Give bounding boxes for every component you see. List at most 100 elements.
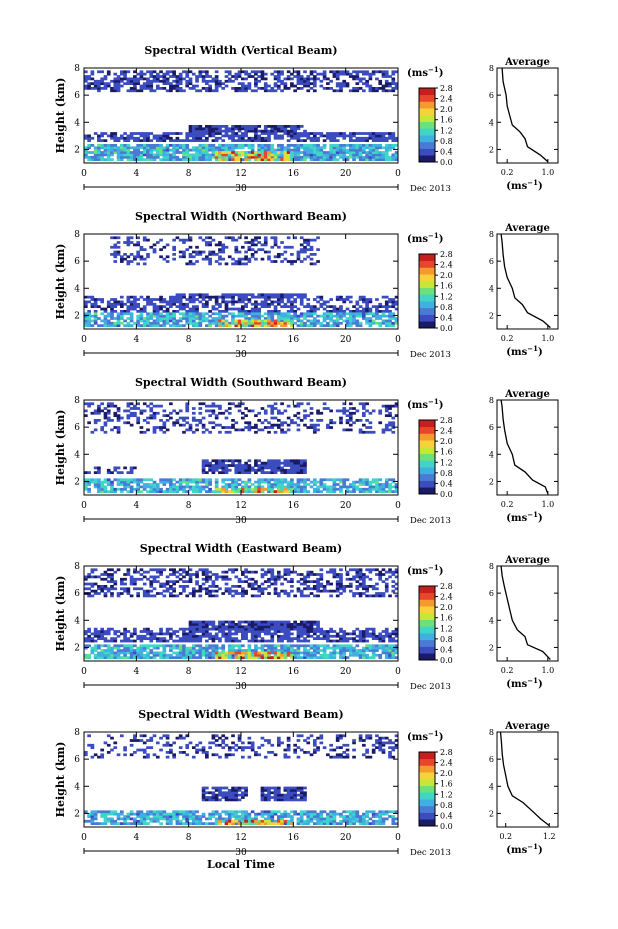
heatmap-cell [201, 570, 206, 574]
heatmap-cell [296, 136, 301, 140]
heatmap-cell [348, 585, 353, 588]
heatmap-cell [116, 324, 121, 328]
heatmap-cell [139, 478, 144, 482]
heatmap-cell [119, 134, 124, 138]
heatmap-cell [123, 483, 127, 486]
heatmap-cell [273, 478, 278, 482]
y-tick-label: 6 [74, 423, 80, 433]
heatmap-cell [362, 151, 366, 154]
heatmap-cell [129, 305, 134, 309]
heatmap-cell [362, 580, 366, 584]
heatmap-cell [326, 589, 330, 593]
heatmap-cell [329, 312, 333, 316]
heatmap-cell [290, 310, 294, 313]
colorbar-tick-label: 2.0 [440, 105, 453, 114]
heatmap-cell [155, 411, 160, 415]
heatmap-cell [182, 580, 186, 584]
heatmap-cell [319, 483, 324, 486]
heatmap-cell [231, 129, 235, 133]
heatmap-cell [319, 153, 324, 157]
heatmap-cell [296, 468, 301, 472]
heatmap-cell [339, 298, 343, 301]
heatmap-cell [296, 314, 301, 318]
heatmap-cell [296, 250, 301, 254]
heatmap-cell [345, 298, 350, 301]
heatmap-cell [362, 158, 366, 162]
colorbar-tick-label: 0.8 [440, 303, 453, 312]
heatmap-cell [260, 466, 265, 470]
heatmap-cell [136, 478, 140, 482]
heatmap-cell [273, 589, 278, 593]
heatmap-cell [159, 637, 163, 641]
heatmap-cell [136, 321, 140, 325]
heatmap-cell [384, 75, 389, 78]
heatmap-cell [129, 634, 134, 638]
heatmap-cell [244, 89, 248, 93]
heatmap-cell [142, 485, 147, 489]
heatmap-cell [319, 630, 324, 633]
heatmap-cell [312, 75, 317, 78]
heatmap-cell [316, 321, 320, 325]
heatmap-cell [391, 423, 396, 427]
heatmap-cell [119, 471, 124, 475]
heatmap-cell [267, 478, 271, 482]
colorbar-segment [419, 460, 435, 468]
heatmap-cell [283, 570, 288, 574]
heatmap-cell [169, 634, 173, 638]
heatmap-cell [286, 461, 291, 465]
heatmap-cell [303, 295, 307, 299]
heatmap-cell [339, 490, 343, 494]
heatmap-cell [358, 573, 363, 576]
heatmap-cell [381, 153, 386, 157]
heatmap-cell [296, 459, 301, 463]
heatmap-cell [257, 153, 262, 157]
colorbar-tick-label: 2.8 [440, 250, 453, 259]
heatmap-cell [241, 314, 245, 318]
heatmap-cell [165, 260, 170, 263]
heatmap-cell [250, 321, 255, 325]
heatmap-cell [201, 464, 206, 467]
heatmap-cell [195, 305, 199, 309]
heatmap-cell [221, 144, 226, 147]
heatmap-cell [172, 155, 176, 159]
heatmap-cell [329, 634, 333, 638]
heatmap-cell [296, 153, 301, 157]
heatmap-cell [348, 568, 353, 572]
heatmap-cell [110, 307, 114, 311]
heatmap-cell [335, 573, 340, 576]
heatmap-cell [329, 582, 333, 586]
heatmap-cell [178, 487, 183, 491]
heatmap-cell [250, 466, 255, 470]
heatmap-cell [306, 89, 311, 93]
heatmap-cell [175, 580, 180, 584]
heatmap-cell [254, 127, 258, 131]
heatmap-cell [139, 151, 144, 154]
heatmap-cell [191, 324, 196, 328]
heatmap-cell [254, 70, 258, 74]
heatmap-cell [290, 300, 294, 304]
heatmap-cell [113, 84, 118, 88]
heatmap-cell [188, 82, 193, 86]
heatmap-cell [257, 158, 262, 162]
heatmap-cell [159, 324, 163, 328]
heatmap-cell [342, 411, 347, 415]
heatmap-cell [250, 307, 255, 311]
heatmap-cell [260, 575, 265, 579]
heatmap-cell [273, 627, 278, 631]
x-tick-label: 0 [81, 335, 87, 345]
heatmap-cell [126, 490, 131, 494]
heatmap-cell [211, 582, 216, 586]
heatmap-cell [286, 632, 291, 636]
heatmap-cell [84, 302, 88, 306]
heatmap-cell [191, 589, 196, 593]
heatmap-cell [103, 310, 108, 313]
heatmap-cell [142, 317, 147, 320]
heatmap-cell [113, 146, 118, 150]
heatmap-cell [299, 639, 304, 643]
heatmap-cell [116, 594, 121, 598]
heatmap-cell [149, 79, 154, 83]
heatmap-cell [172, 321, 176, 325]
heatmap-cell [352, 407, 356, 410]
heatmap-cell [348, 589, 353, 593]
heatmap-cell [394, 414, 399, 418]
